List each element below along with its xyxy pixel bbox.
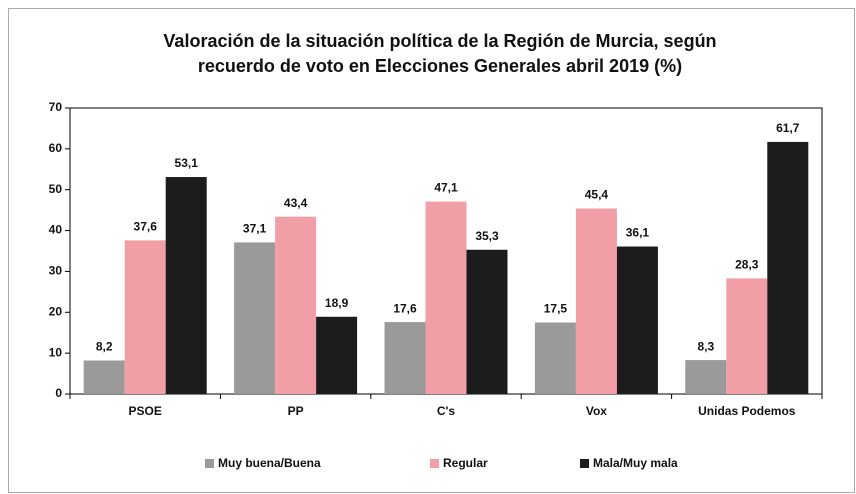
- data-label: 18,9: [325, 296, 349, 310]
- legend-swatch: [205, 459, 214, 468]
- bar: [384, 322, 426, 394]
- data-label: 8,2: [96, 340, 113, 354]
- data-label: 17,5: [544, 302, 568, 316]
- x-tick-label: PP: [288, 404, 304, 418]
- bar: [234, 242, 276, 394]
- y-tick-label: 0: [55, 386, 62, 400]
- data-label: 8,3: [697, 339, 714, 353]
- y-tick-label: 50: [49, 182, 63, 196]
- y-tick-label: 70: [49, 100, 63, 114]
- x-tick-label: C's: [437, 404, 456, 418]
- bar: [124, 240, 166, 394]
- data-label: 43,4: [284, 196, 308, 210]
- data-label: 53,1: [175, 156, 199, 170]
- chart-title: Valoración de la situación política de l…: [163, 31, 716, 51]
- x-tick-label: PSOE: [129, 404, 162, 418]
- y-tick-label: 60: [49, 141, 63, 155]
- legend-label: Mala/Muy mala: [593, 456, 678, 470]
- bar: [685, 360, 727, 394]
- data-label: 28,3: [735, 258, 759, 272]
- bar: [316, 316, 358, 394]
- data-label: 17,6: [393, 301, 417, 315]
- bar: [275, 216, 317, 394]
- bar: [575, 208, 617, 394]
- data-label: 35,3: [475, 229, 499, 243]
- bar: [466, 249, 508, 394]
- legend-label: Regular: [443, 456, 488, 470]
- data-label: 36,1: [626, 226, 650, 240]
- bar: [425, 201, 467, 394]
- data-label: 37,1: [243, 222, 267, 236]
- x-tick-label: Unidas Podemos: [698, 404, 796, 418]
- data-label: 45,4: [585, 188, 609, 202]
- data-label: 37,6: [134, 220, 158, 234]
- legend-swatch: [430, 459, 439, 468]
- data-label: 47,1: [434, 181, 458, 195]
- bar: [616, 246, 658, 394]
- bar: [767, 141, 809, 394]
- y-tick-label: 20: [49, 304, 63, 318]
- data-label: 61,7: [776, 121, 800, 135]
- bar: [83, 360, 125, 394]
- legend-swatch: [580, 459, 589, 468]
- bar: [534, 322, 576, 394]
- y-tick-label: 40: [49, 223, 63, 237]
- legend-label: Muy buena/Buena: [218, 456, 321, 470]
- y-tick-label: 30: [49, 264, 63, 278]
- bar: [165, 177, 207, 394]
- bar: [726, 278, 768, 394]
- x-tick-label: Vox: [586, 404, 607, 418]
- chart-title: recuerdo de voto en Elecciones Generales…: [198, 56, 682, 76]
- y-tick-label: 10: [49, 345, 63, 359]
